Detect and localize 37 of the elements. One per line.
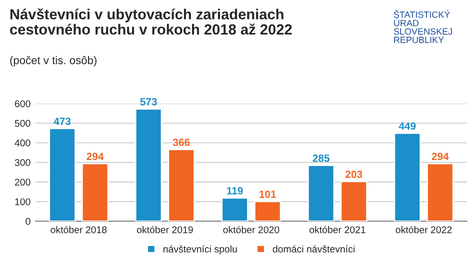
- data-label: 573: [140, 98, 157, 106]
- bar: [48, 128, 76, 222]
- bar: [394, 132, 421, 222]
- bar: [134, 108, 162, 222]
- y-tick-label: 0: [26, 218, 30, 225]
- y-tick-label: 500: [14, 120, 30, 127]
- data-label: 101: [260, 190, 276, 198]
- x-tick-label: október 2020: [223, 226, 280, 234]
- x-tick-label: október 2019: [136, 226, 193, 234]
- x-tick-label: október 2021: [310, 226, 366, 234]
- bar: [340, 180, 368, 222]
- bar: [426, 162, 454, 222]
- bar: [254, 200, 282, 222]
- x-tick-label: október 2022: [396, 226, 452, 234]
- x-tick-label: október 2018: [50, 226, 107, 234]
- chart-subtitle: (počet v tis. osôb): [10, 56, 96, 66]
- text: ŠTATISTICKÝ ÚRAD SLOVENSKEJ REPUBLIKY: [394, 10, 452, 44]
- bar: [221, 197, 248, 222]
- y-tick-label: 300: [14, 159, 30, 166]
- y-tick-label: 100: [15, 198, 30, 206]
- data-label: 119: [227, 187, 243, 194]
- legend-label: domáci návštevníci: [272, 245, 354, 252]
- data-label: 473: [54, 118, 71, 126]
- chart-title: Návštevníci v ubytovacích zariadeniach cestovného ruchu v rokoch 2018 až 2022: [10, 8, 292, 35]
- data-label: 294: [86, 152, 104, 160]
- data-label: 285: [312, 154, 330, 162]
- y-tick-label: 600: [14, 100, 30, 108]
- bar: [307, 164, 335, 222]
- bar: [168, 148, 195, 222]
- bar: [81, 162, 109, 222]
- data-label: 366: [172, 138, 190, 146]
- legend-label: návštevníci spolu: [164, 245, 237, 254]
- y-tick-label: 400: [14, 140, 30, 146]
- y-tick-label: 200: [14, 178, 30, 186]
- data-label: 294: [432, 152, 449, 160]
- data-label: 449: [398, 122, 416, 130]
- data-label: 203: [346, 170, 362, 178]
